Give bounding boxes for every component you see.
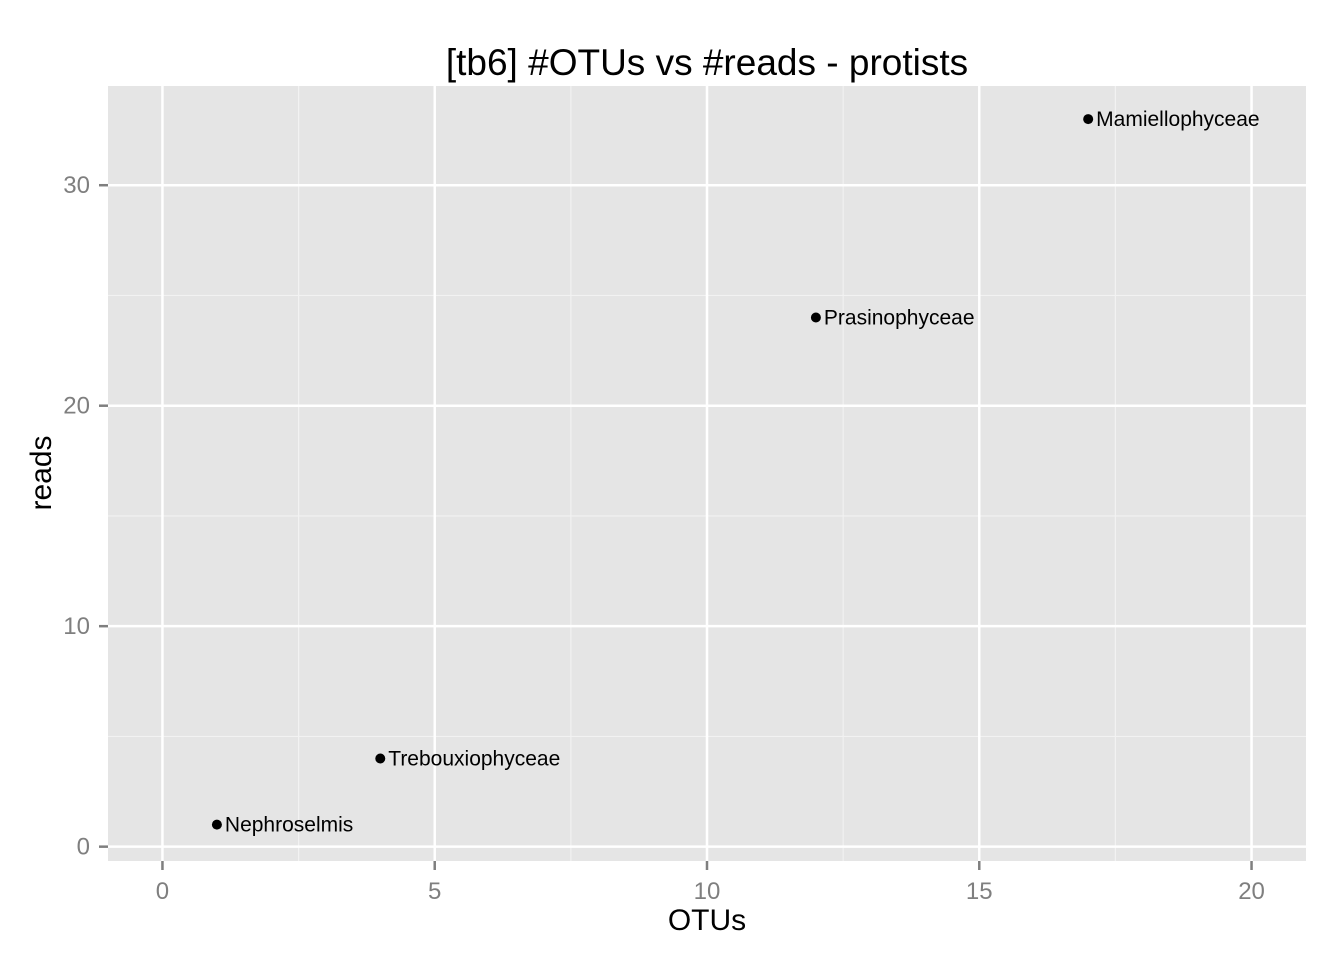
major-gridlines xyxy=(108,86,1306,861)
y-tick-label: 0 xyxy=(77,834,90,861)
x-tick-label: 20 xyxy=(1238,878,1265,905)
x-axis-ticks: 0 5 10 15 20 xyxy=(156,861,1265,905)
y-axis-title: reads xyxy=(25,435,58,510)
x-tick-label: 10 xyxy=(694,878,721,905)
data-point-label: Mamiellophyceae xyxy=(1096,108,1259,131)
y-tick-label: 20 xyxy=(63,393,90,420)
x-tick-label: 15 xyxy=(966,878,993,905)
x-tick-label: 0 xyxy=(156,878,169,905)
data-point-label: Trebouxiophyceae xyxy=(388,747,560,770)
y-axis-ticks: 0 10 20 30 xyxy=(63,172,108,861)
data-point xyxy=(810,312,821,323)
y-tick-label: 30 xyxy=(63,172,90,199)
x-axis-title: OTUs xyxy=(668,904,746,937)
x-tick-label: 5 xyxy=(428,878,441,905)
data-points: Nephroselmis Trebouxiophyceae Prasinophyce… xyxy=(211,108,1260,837)
data-point xyxy=(375,753,386,764)
data-point-label: Prasinophyceae xyxy=(824,307,975,330)
data-point xyxy=(1083,114,1094,125)
chart-title: [tb6] #OTUs vs #reads - protists xyxy=(446,42,968,83)
data-point-label: Nephroselmis xyxy=(225,814,353,837)
data-point xyxy=(211,819,222,830)
y-tick-label: 10 xyxy=(63,613,90,640)
